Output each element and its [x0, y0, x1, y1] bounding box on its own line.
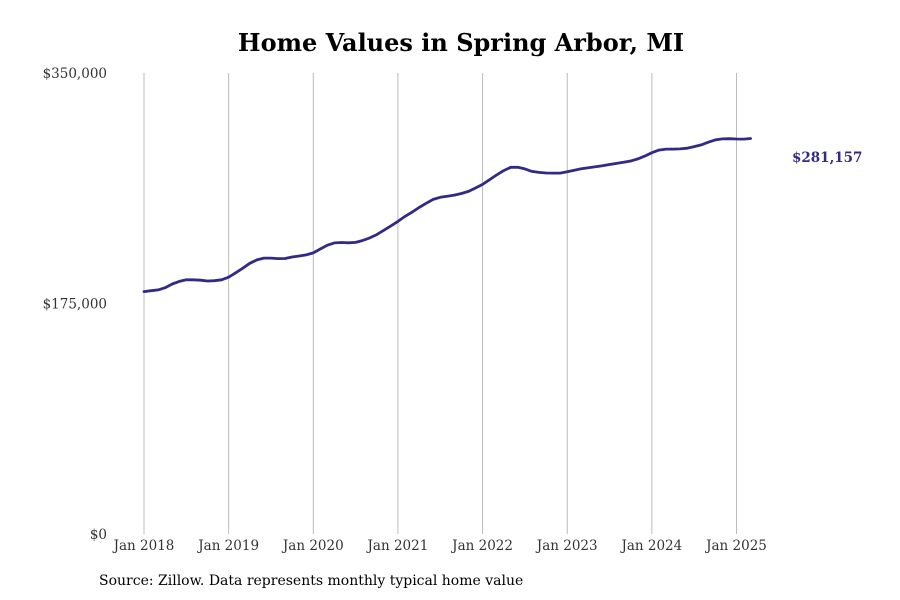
gridlines: [143, 73, 737, 534]
series-lines: [142, 137, 752, 293]
y-tick-label: $175,000: [43, 297, 107, 313]
x-tick-label: Jan 2018: [112, 538, 175, 554]
x-tick-label: Jan 2020: [281, 538, 344, 554]
source-note: Source: Zillow. Data represents monthly …: [99, 573, 524, 589]
x-tick-label: Jan 2023: [535, 538, 598, 554]
series-line: [142, 137, 752, 293]
x-axis-ticks: Jan 2018 Jan 2019 Jan 2020 Jan 2021 Jan 2022…: [112, 538, 767, 554]
y-tick-label: $350,000: [43, 66, 107, 82]
y-axis-ticks: $0 $175,000 $350,000: [43, 66, 107, 543]
x-tick-label: Jan 2025: [704, 538, 767, 554]
end-value-label: $281,157: [792, 150, 862, 166]
x-tick-label: Jan 2024: [619, 538, 682, 554]
x-tick-label: Jan 2021: [366, 538, 429, 554]
x-tick-label: Jan 2019: [196, 538, 259, 554]
y-tick-label: $0: [90, 527, 107, 543]
x-tick-label: Jan 2022: [450, 538, 513, 554]
chart-title: Home Values in Spring Arbor, MI: [238, 28, 684, 57]
